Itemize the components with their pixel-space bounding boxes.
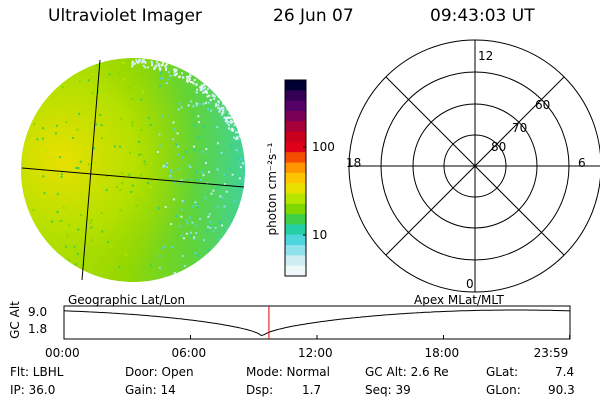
gc-alt-info: GC Alt: 2.6 Re: [365, 365, 449, 379]
lat-label-80: 80: [491, 140, 507, 154]
glat-value: 7.4: [555, 365, 575, 379]
dsp-value: 1.7: [302, 383, 322, 397]
dsp-label: Dsp:: [246, 383, 274, 397]
colorbar-segment: [285, 203, 306, 215]
glon-label: GLon:: [486, 383, 521, 397]
colorbar-segment: [285, 121, 306, 133]
xtick-label: 00:00: [45, 346, 80, 360]
timeline-right-label: Apex MLat/MLT: [414, 293, 504, 307]
xtick-label: 06:00: [171, 346, 207, 360]
colorbar-segment: [285, 193, 306, 205]
colorbar-segment: [285, 172, 306, 184]
mlt-label-6: 6: [578, 156, 586, 170]
mode-info: Mode: Normal: [246, 365, 330, 379]
gain-info: Gain: 14: [125, 383, 176, 397]
lat-lon-grid: [21, 59, 245, 281]
glat-label: GLat:: [486, 365, 519, 379]
colorbar-segment: [285, 141, 306, 153]
filter-info: Flt: LBHL: [10, 365, 64, 379]
glon-value: 90.3: [548, 383, 575, 397]
colorbar-segment: [285, 100, 306, 112]
ytick-1-8: 1.8: [28, 322, 48, 336]
mlt-label-0: 0: [466, 277, 474, 291]
colorbar-segment: [285, 90, 306, 102]
colorbar-segment: [285, 183, 306, 195]
xtick-label: 23:59: [533, 346, 569, 360]
colorbar-segment: [285, 162, 306, 174]
colorbar-segment: [285, 265, 306, 277]
instrument-title: Ultraviolet Imager: [48, 6, 202, 26]
colorbar-segment: [285, 245, 306, 256]
mlt-label-12: 12: [478, 49, 494, 63]
colorbar-segment: [285, 224, 306, 236]
xtick-label: 18:00: [424, 346, 460, 360]
mlt-label-18: 18: [346, 156, 362, 170]
time-label: 09:43:03 UT: [430, 6, 535, 26]
lat-label-60: 60: [535, 98, 551, 112]
colorbar-segment: [285, 255, 306, 267]
timeline-left-label: Geographic Lat/Lon: [68, 293, 186, 307]
seq-info: Seq: 39: [365, 383, 411, 397]
colorbar-segment: [285, 131, 306, 143]
ip-info: IP: 36.0: [10, 383, 56, 397]
lat-label-70: 70: [512, 121, 528, 135]
colorbar-segment: [285, 152, 306, 164]
auroral-emission-map: [21, 58, 245, 282]
colorbar-segment: [285, 80, 306, 91]
colorbar-tick-100: 100: [312, 140, 335, 154]
door-info: Door: Open: [125, 365, 194, 379]
colorbar-tick-10: 10: [312, 228, 328, 242]
colorbar-segment: [285, 234, 306, 246]
xtick-label: 12:00: [298, 346, 333, 360]
colorbar-segment: [285, 110, 306, 122]
colorbar-segment: [285, 214, 306, 226]
date-label: 26 Jun 07: [273, 6, 354, 26]
ytick-9-0: 9.0: [28, 305, 48, 319]
